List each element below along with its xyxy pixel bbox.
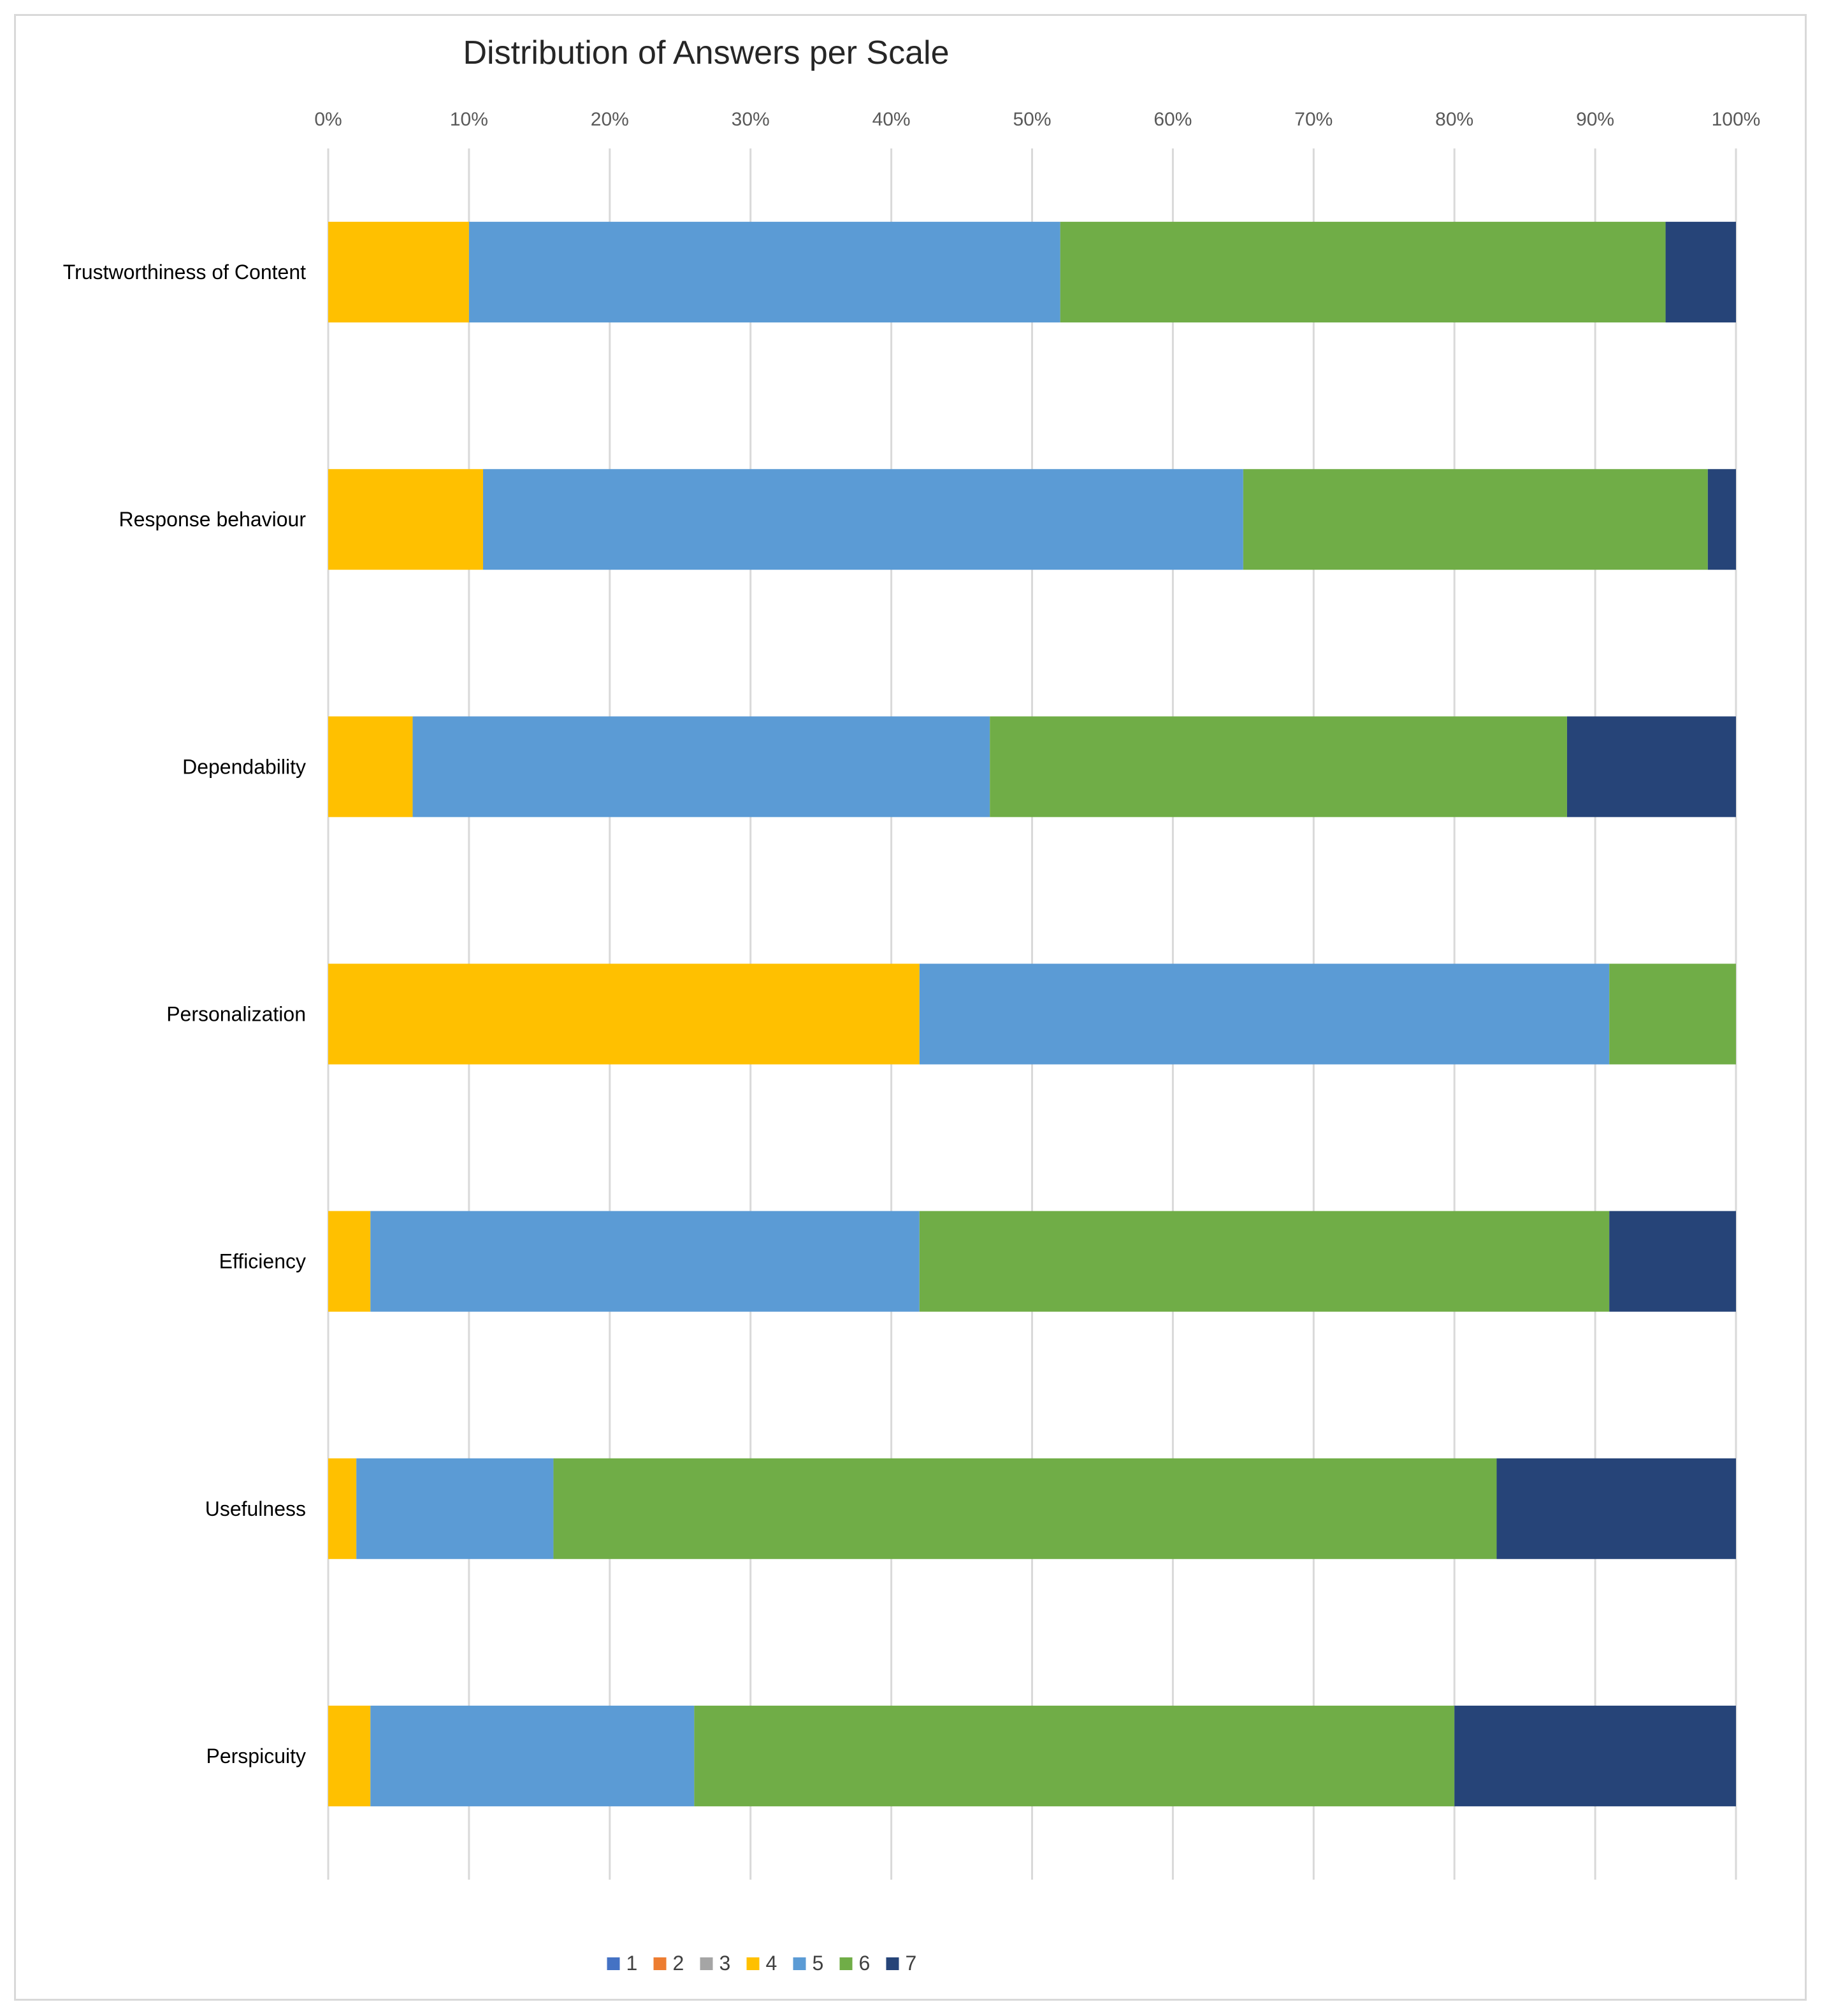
legend-swatch-3	[700, 1957, 713, 1970]
legend-label-1: 1	[626, 1952, 638, 1975]
chart-frame: 0% 10% 20% 30% 40% 50% 60% 70% 80% 90% 100% Trustw…	[14, 14, 1807, 2001]
legend-swatch-7	[886, 1957, 899, 1970]
legend-swatch-4	[746, 1957, 760, 1970]
bar-segment-dependability-5	[412, 716, 990, 817]
bar-segment-response-behaviour-5	[482, 469, 1243, 570]
chart-canvas: 0% 10% 20% 30% 40% 50% 60% 70% 80% 90% 100% Trustw…	[63, 34, 1761, 1975]
x-tick-label: 100%	[1712, 109, 1761, 130]
chart-title: Distribution of Answers per Scale	[463, 34, 949, 71]
bar-segment-perspicuity-4	[328, 1705, 371, 1806]
bar-segment-efficiency-6	[919, 1211, 1610, 1312]
bar-segment-usefulness-6	[553, 1458, 1497, 1559]
x-tick-label: 60%	[1153, 109, 1192, 130]
bar-segment-response-behaviour-6	[1243, 469, 1708, 570]
bar-segment-dependability-6	[990, 716, 1567, 817]
x-tick-label: 20%	[591, 109, 629, 130]
x-tick-label: 40%	[872, 109, 911, 130]
x-tick-label: 80%	[1435, 109, 1473, 130]
x-tick-label: 90%	[1576, 109, 1614, 130]
bar-segment-response-behaviour-7	[1707, 469, 1736, 570]
bars	[328, 222, 1736, 1806]
x-tick-label: 0%	[314, 109, 342, 130]
legend-swatch-1	[607, 1957, 620, 1970]
bar-segment-trustworthiness-of-content-7	[1665, 222, 1736, 323]
bar-segment-personalization-4	[328, 963, 920, 1065]
legend-label-3: 3	[719, 1952, 731, 1975]
legend-swatch-5	[793, 1957, 806, 1970]
x-tick-label: 30%	[732, 109, 770, 130]
bar-segment-trustworthiness-of-content-6	[1060, 222, 1666, 323]
bar-segment-efficiency-4	[328, 1211, 371, 1312]
bar-segment-dependability-4	[328, 716, 413, 817]
bar-segment-usefulness-5	[356, 1458, 554, 1559]
bar-segment-trustworthiness-of-content-4	[328, 222, 469, 323]
category-label-personalization: Personalization	[166, 1003, 306, 1026]
x-tick-label: 70%	[1294, 109, 1333, 130]
legend-swatch-6	[839, 1957, 853, 1970]
category-label-dependability: Dependability	[182, 755, 306, 778]
bar-segment-efficiency-5	[370, 1211, 920, 1312]
bar-segment-perspicuity-6	[694, 1705, 1455, 1806]
bar-segment-perspicuity-7	[1454, 1705, 1736, 1806]
x-tick-label: 10%	[450, 109, 488, 130]
bar-segment-perspicuity-5	[370, 1705, 695, 1806]
legend-label-5: 5	[813, 1952, 824, 1975]
category-label-perspicuity: Perspicuity	[206, 1745, 307, 1768]
legend-label-4: 4	[766, 1952, 777, 1975]
bar-segment-personalization-5	[919, 963, 1610, 1065]
legend-label-7: 7	[906, 1952, 917, 1975]
category-label-response-behaviour: Response behaviour	[119, 508, 306, 531]
category-label-usefulness: Usefulness	[205, 1497, 306, 1520]
bar-segment-personalization-6	[1609, 963, 1736, 1065]
bar-segment-usefulness-7	[1496, 1458, 1736, 1559]
legend-label-6: 6	[859, 1952, 871, 1975]
legend-swatch-2	[653, 1957, 667, 1970]
legend-label-2: 2	[673, 1952, 684, 1975]
category-label-efficiency: Efficiency	[219, 1250, 306, 1273]
x-tick-label: 50%	[1013, 109, 1051, 130]
bar-segment-response-behaviour-4	[328, 469, 483, 570]
x-axis-tick-labels: 0% 10% 20% 30% 40% 50% 60% 70% 80% 90% 100%	[314, 109, 1760, 130]
bar-segment-usefulness-4	[328, 1458, 357, 1559]
bar-segment-trustworthiness-of-content-5	[468, 222, 1060, 323]
legend: 1 2 3 4 5 6 7	[607, 1952, 917, 1975]
category-label-trustworthiness-of-content: Trustworthiness of Content	[63, 261, 306, 284]
bar-segment-dependability-7	[1566, 716, 1736, 817]
bar-segment-efficiency-7	[1609, 1211, 1736, 1312]
y-axis-category-labels: Trustworthiness of Content Response behav…	[63, 261, 307, 1768]
